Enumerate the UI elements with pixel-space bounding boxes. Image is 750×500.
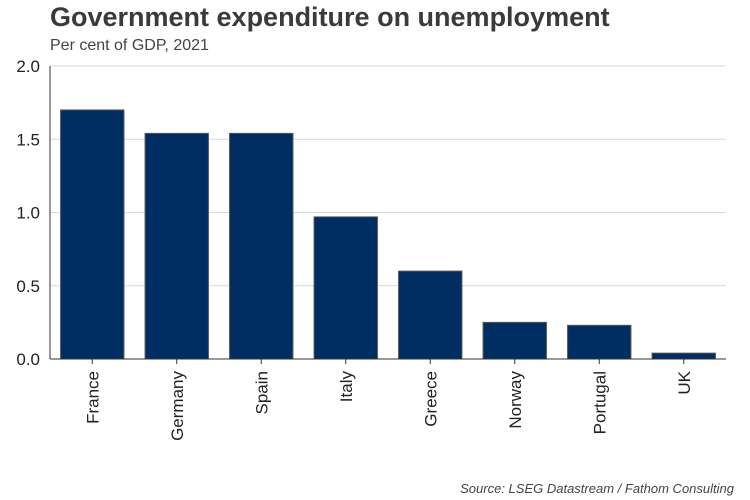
x-tick-label: Portugal [590,371,609,434]
chart-title: Government expenditure on unemployment [50,2,610,32]
bar [651,352,716,360]
y-tick-label: 1.0 [16,204,40,223]
tick-labels: 0.0 0.5 1.0 1.5 2.0 France Germany Spain Italy Gr… [16,57,693,441]
x-tick-label: France [83,371,102,424]
bar [144,132,209,360]
bar [313,216,378,360]
bars [60,109,716,360]
source-note: Source: LSEG Datastream / Fathom Consult… [460,481,734,496]
y-tick-label: 0.5 [16,277,40,296]
x-tick-label: Italy [337,371,356,403]
x-tick-label: Spain [252,371,271,414]
chart-subtitle: Per cent of GDP, 2021 [50,37,209,54]
y-tick-label: 2.0 [16,57,40,76]
x-tick-label: UK [675,370,694,394]
bar [229,132,294,360]
axes [49,66,726,364]
x-tick-label: Greece [421,371,440,427]
y-tick-label: 0.0 [16,350,40,369]
y-tick-label: 1.5 [16,130,40,149]
x-tick-label: Germany [168,371,187,441]
bar [398,270,463,360]
bar [482,321,547,360]
bar [567,324,632,360]
bar [60,109,125,360]
x-tick-label: Norway [506,371,525,429]
